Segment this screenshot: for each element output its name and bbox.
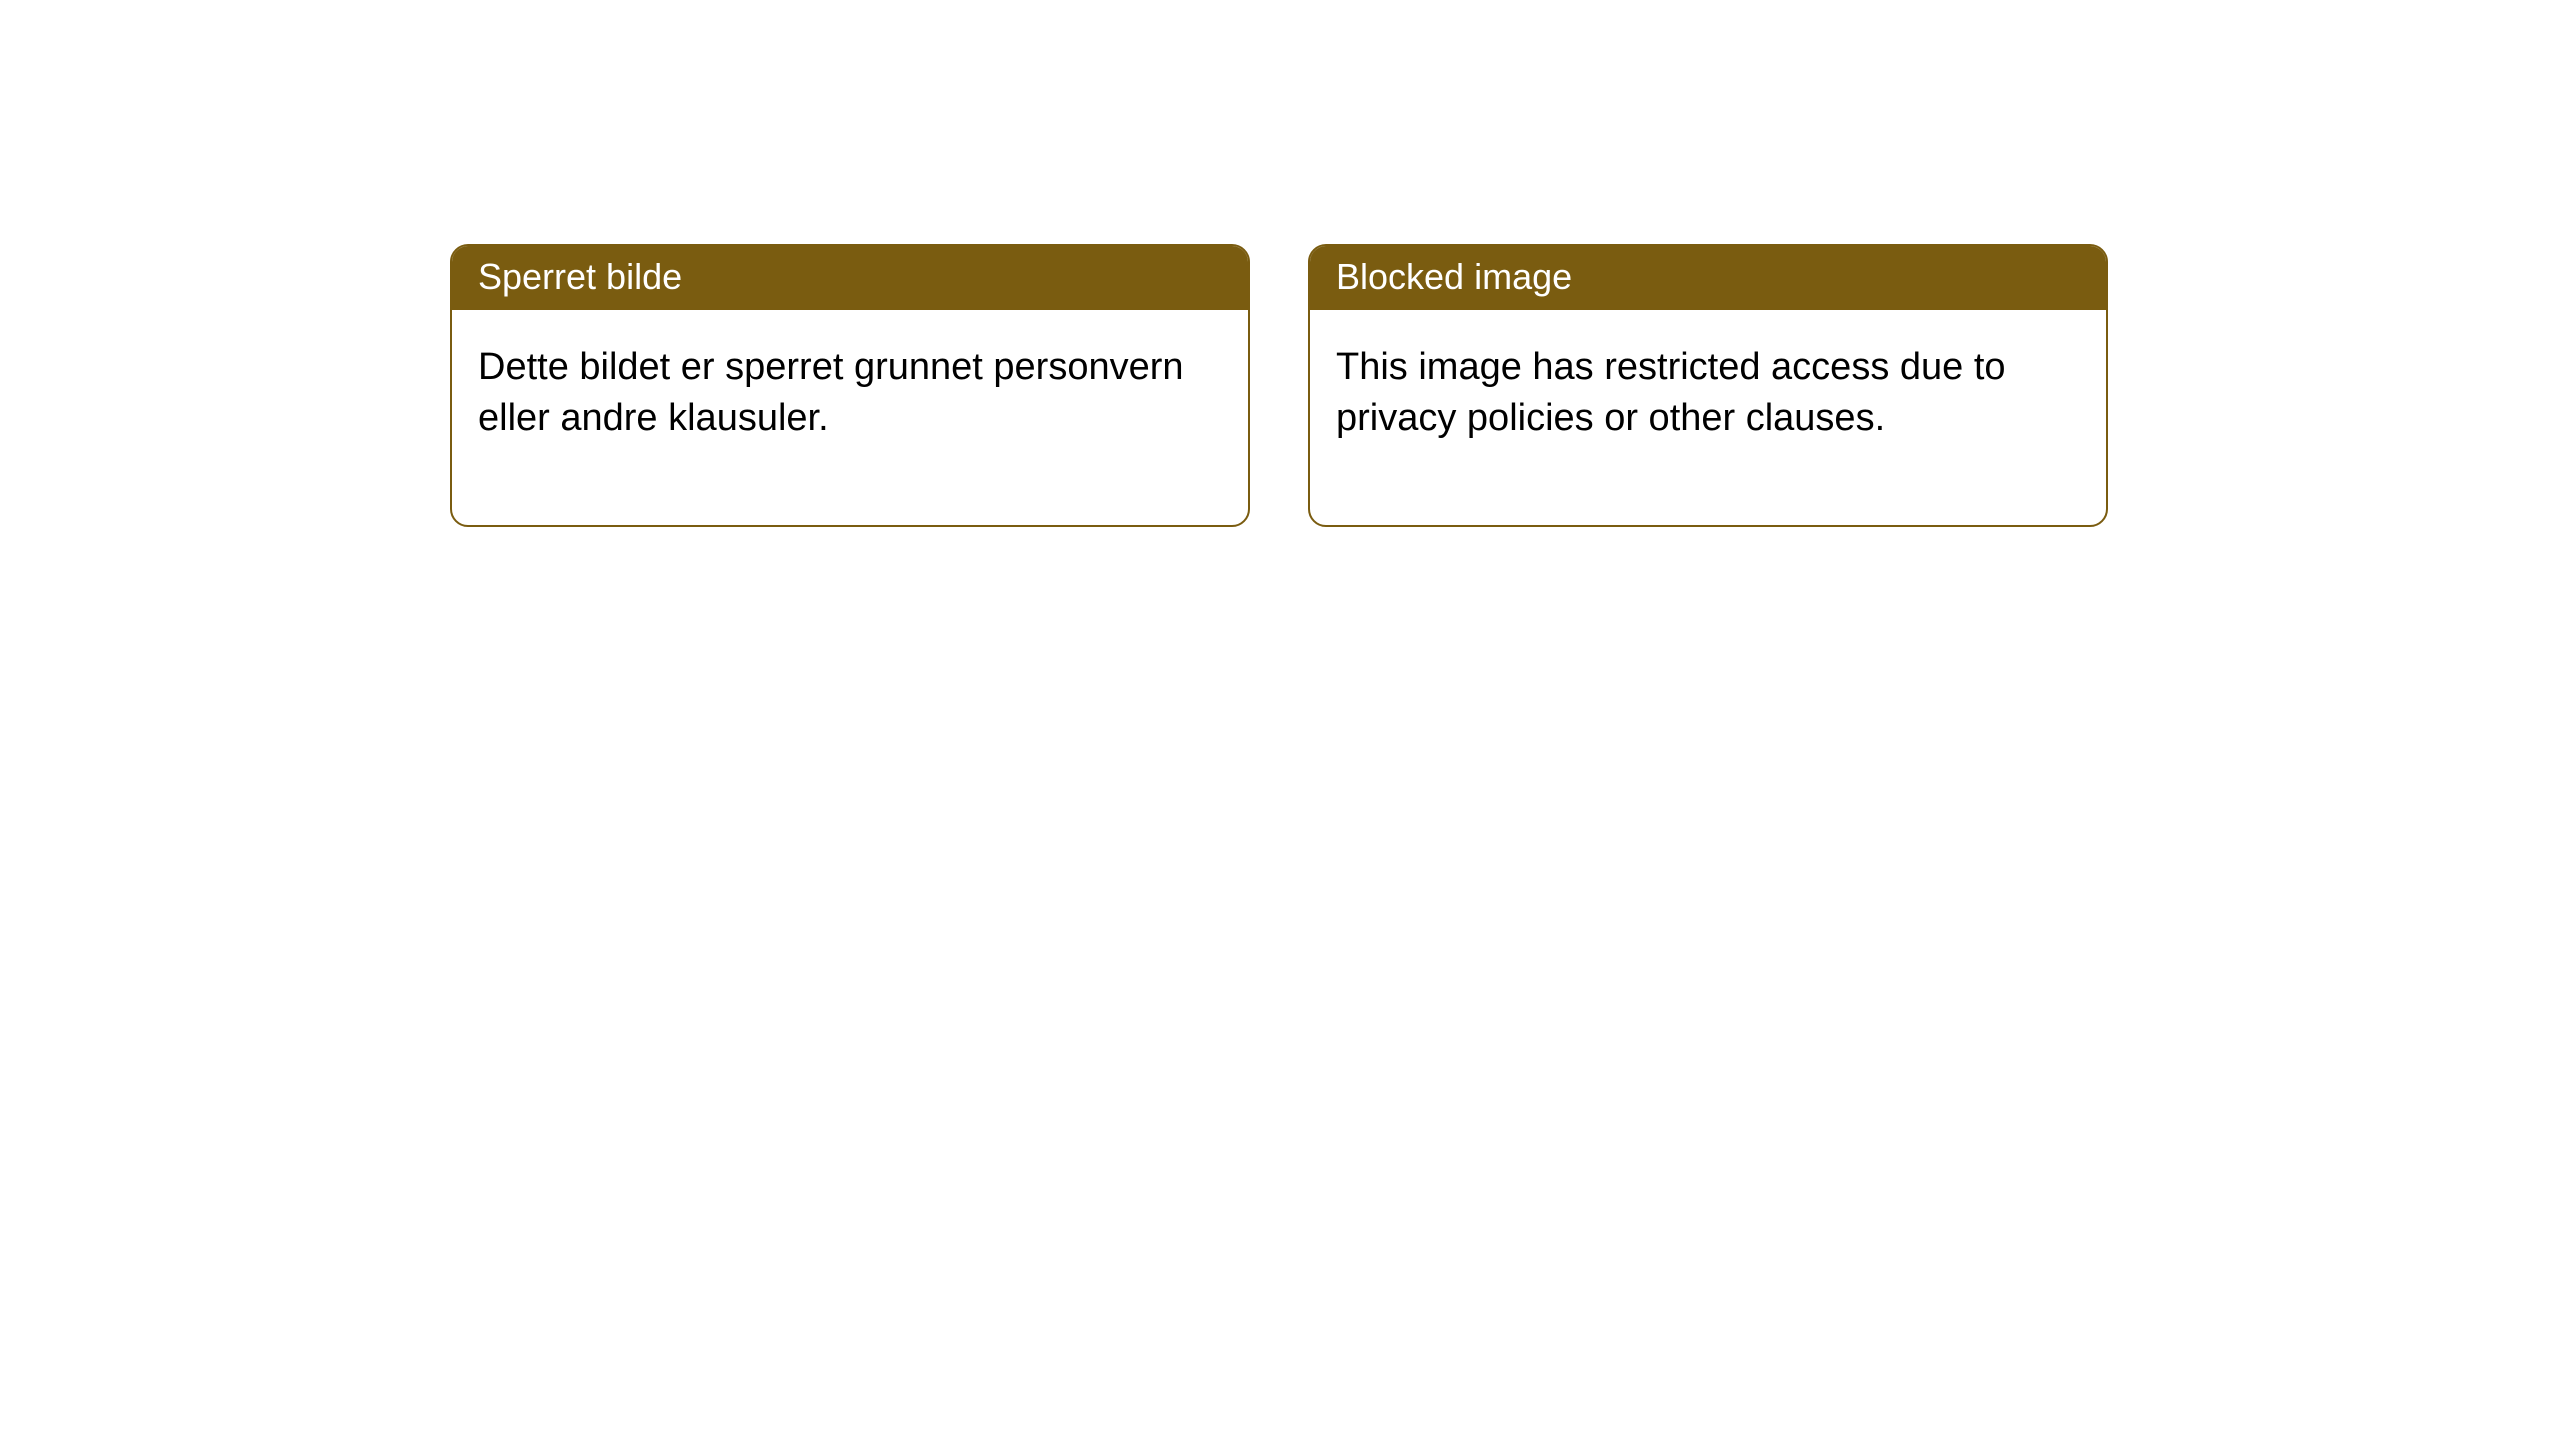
notice-body: Dette bildet er sperret grunnet personve…	[452, 310, 1248, 525]
notice-body: This image has restricted access due to …	[1310, 310, 2106, 525]
notice-card-norwegian: Sperret bilde Dette bildet er sperret gr…	[450, 244, 1250, 527]
notice-container: Sperret bilde Dette bildet er sperret gr…	[450, 244, 2108, 527]
notice-card-english: Blocked image This image has restricted …	[1308, 244, 2108, 527]
notice-header: Sperret bilde	[452, 246, 1248, 310]
notice-header: Blocked image	[1310, 246, 2106, 310]
